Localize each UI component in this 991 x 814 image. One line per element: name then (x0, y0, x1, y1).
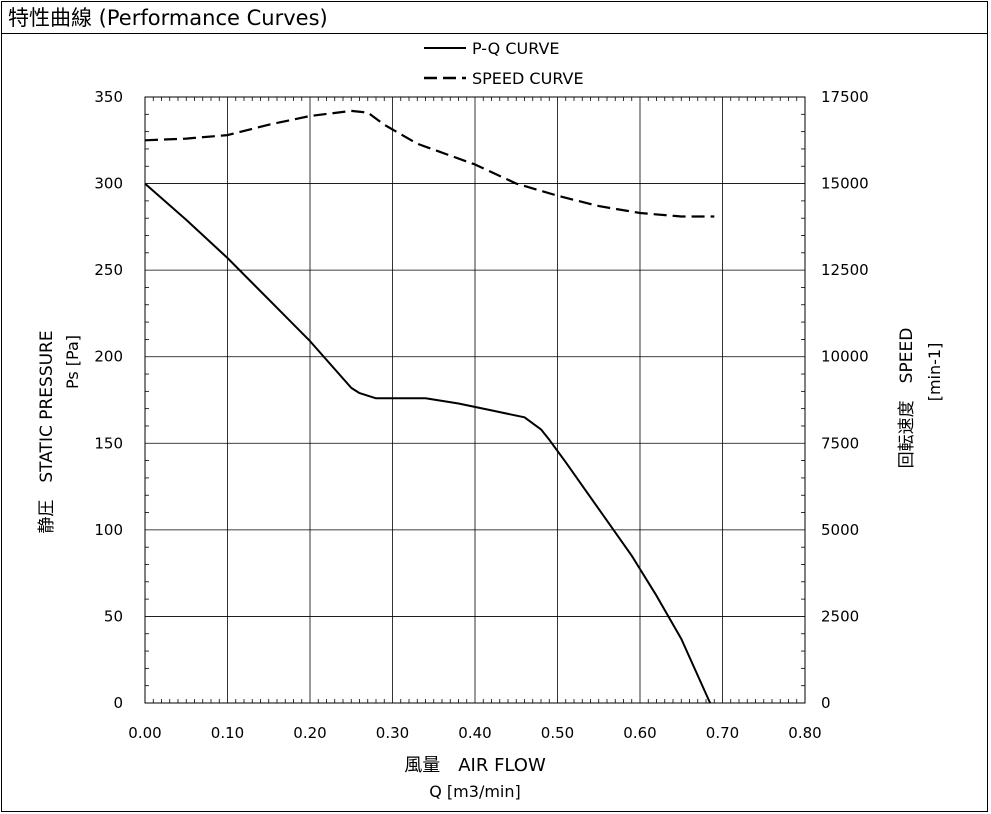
y2-axis-unit: [min-1] (925, 343, 944, 402)
y2-tick-label: 7500 (821, 434, 859, 452)
y2-tick-label: 5000 (821, 521, 859, 539)
speed-curve-line (144, 109, 715, 218)
minor-ticks (145, 97, 805, 703)
y2-axis-label: 回転速度 SPEED (897, 328, 917, 469)
plot-area (144, 96, 806, 704)
y-tick-label: 350 (94, 88, 123, 106)
legend: P-Q CURVE SPEED CURVE (424, 39, 584, 88)
x-tick-label: 0.20 (293, 724, 326, 742)
legend-speed-label: SPEED CURVE (472, 69, 584, 88)
y-tick-label: 150 (94, 434, 123, 452)
x-tick-label: 0.40 (458, 724, 491, 742)
x-tick-labels: 0.00 0.10 0.20 0.30 0.40 0.50 0.60 0.70 0.80 (128, 724, 821, 742)
y-tick-label: 0 (113, 694, 123, 712)
x-axis-label: 風量 AIR FLOW (404, 755, 546, 776)
x-axis-unit: Q [m3/min] (429, 782, 521, 801)
y-tick-label: 200 (94, 348, 123, 366)
y2-tick-label: 2500 (821, 607, 859, 625)
y2-tick-label: 12500 (821, 261, 869, 279)
header-bar: 特性曲線 (Performance Curves) (1, 1, 988, 34)
y-tick-label: 50 (104, 607, 123, 625)
grid-lines (145, 97, 805, 703)
x-tick-label: 0.50 (541, 724, 574, 742)
legend-pq-label: P-Q CURVE (472, 39, 560, 58)
x-tick-label: 0.60 (623, 724, 656, 742)
x-tick-label: 0.80 (788, 724, 821, 742)
pq-curve-line (144, 182, 712, 704)
y-axis-label: 静圧 STATIC PRESSURE (37, 330, 57, 533)
y2-tick-label: 0 (821, 694, 831, 712)
y2-tick-label: 10000 (821, 348, 869, 366)
y2-tick-label: 15000 (821, 175, 869, 193)
y-tick-label: 300 (94, 175, 123, 193)
series-layer (144, 109, 715, 704)
y2-tick-label: 17500 (821, 88, 869, 106)
y-tick-label: 100 (94, 521, 123, 539)
x-tick-label: 0.10 (211, 724, 244, 742)
page-title: 特性曲線 (Performance Curves) (8, 6, 328, 30)
x-tick-label: 0.70 (706, 724, 739, 742)
x-tick-label: 0.00 (128, 724, 161, 742)
x-tick-label: 0.30 (376, 724, 409, 742)
y2-tick-labels: 0 2500 5000 7500 10000 12500 15000 17500 (821, 88, 869, 712)
y-tick-label: 250 (94, 261, 123, 279)
y-axis-unit: Ps [Pa] (63, 335, 82, 389)
y-tick-labels: 0 50 100 150 200 250 300 350 (94, 88, 123, 712)
